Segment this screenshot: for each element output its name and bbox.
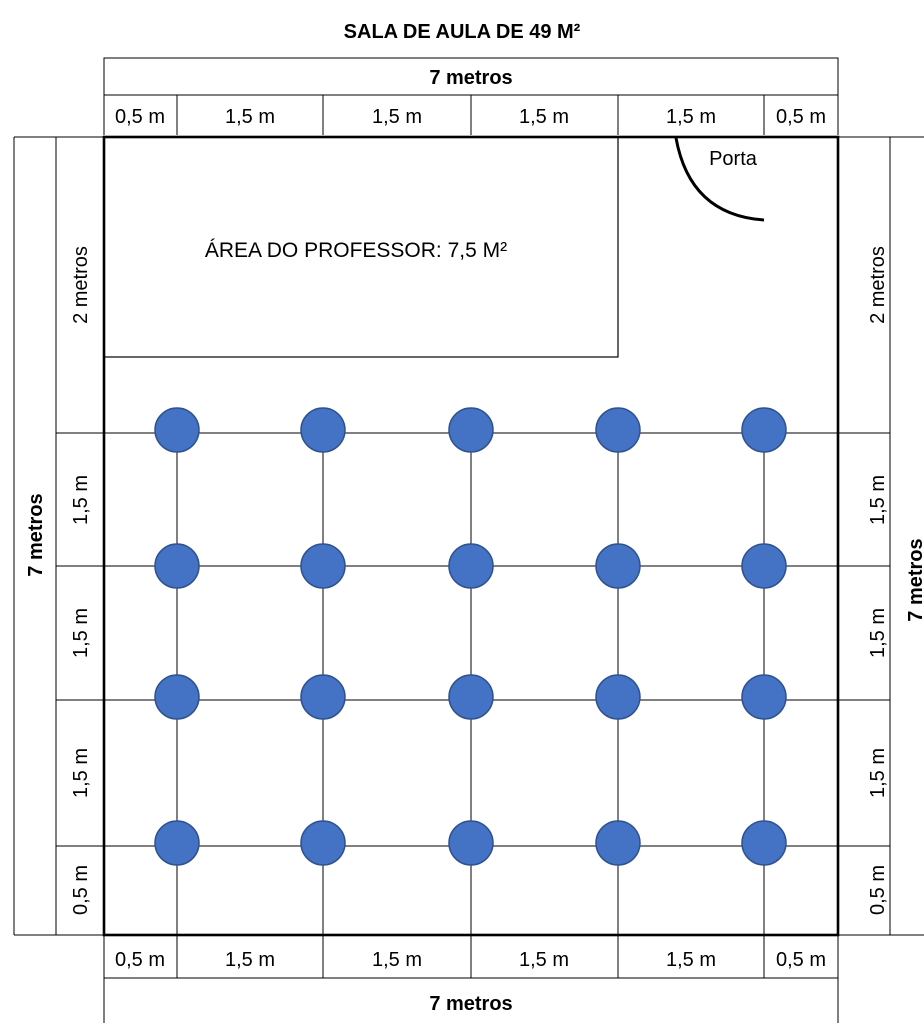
seat bbox=[595, 543, 641, 589]
seat bbox=[448, 820, 494, 866]
seat bbox=[741, 407, 787, 453]
top-dimension-table bbox=[103, 57, 839, 135]
left-segment-label: 0,5 m bbox=[70, 865, 92, 915]
seat bbox=[154, 543, 200, 589]
right-segment-label: 2 metros bbox=[867, 246, 889, 324]
seat bbox=[448, 407, 494, 453]
bottom-segment-label: 1,5 m bbox=[372, 949, 422, 971]
seat bbox=[741, 820, 787, 866]
seats-group bbox=[154, 407, 787, 866]
right-segment-label: 1,5 m bbox=[867, 748, 889, 798]
seat bbox=[741, 674, 787, 720]
door-swing-arc bbox=[674, 137, 765, 222]
seat bbox=[154, 407, 200, 453]
top-segment-label: 1,5 m bbox=[225, 106, 275, 128]
teacher-area-label: ÁREA DO PROFESSOR: 7,5 M² bbox=[205, 239, 507, 262]
top-total-label: 7 metros bbox=[429, 67, 512, 89]
seat bbox=[300, 407, 346, 453]
left-dimension-table bbox=[13, 136, 104, 936]
top-segment-label: 1,5 m bbox=[372, 106, 422, 128]
top-segment-label: 1,5 m bbox=[666, 106, 716, 128]
seat bbox=[300, 820, 346, 866]
seat bbox=[154, 820, 200, 866]
diagram-title: SALA DE AULA DE 49 M² bbox=[344, 21, 581, 43]
right-segment-label: 0,5 m bbox=[867, 865, 889, 915]
seat bbox=[448, 543, 494, 589]
bottom-dimension-table bbox=[103, 935, 839, 1023]
right-segment-label: 1,5 m bbox=[867, 608, 889, 658]
door-label: Porta bbox=[709, 148, 758, 170]
bottom-segment-label: 1,5 m bbox=[666, 949, 716, 971]
seat bbox=[448, 674, 494, 720]
seat bbox=[595, 407, 641, 453]
bottom-segment-label: 0,5 m bbox=[776, 949, 826, 971]
top-segment-label: 1,5 m bbox=[519, 106, 569, 128]
left-total-label: 7 metros bbox=[25, 493, 47, 576]
seat bbox=[154, 674, 200, 720]
left-segment-label: 1,5 m bbox=[70, 475, 92, 525]
top-segment-label: 0,5 m bbox=[115, 106, 165, 128]
seat bbox=[741, 543, 787, 589]
bottom-segment-label: 0,5 m bbox=[115, 949, 165, 971]
seat bbox=[300, 674, 346, 720]
right-dimension-table bbox=[838, 136, 924, 936]
seat bbox=[595, 820, 641, 866]
left-segment-label: 2 metros bbox=[70, 246, 92, 324]
seat bbox=[300, 543, 346, 589]
right-total-label: 7 metros bbox=[905, 538, 924, 621]
seat bbox=[595, 674, 641, 720]
bottom-total-label: 7 metros bbox=[429, 993, 512, 1015]
right-segment-label: 1,5 m bbox=[867, 475, 889, 525]
left-segment-label: 1,5 m bbox=[70, 608, 92, 658]
bottom-segment-label: 1,5 m bbox=[519, 949, 569, 971]
bottom-segment-label: 1,5 m bbox=[225, 949, 275, 971]
left-segment-label: 1,5 m bbox=[70, 748, 92, 798]
room-boundary bbox=[102, 135, 840, 937]
top-segment-label: 0,5 m bbox=[776, 106, 826, 128]
